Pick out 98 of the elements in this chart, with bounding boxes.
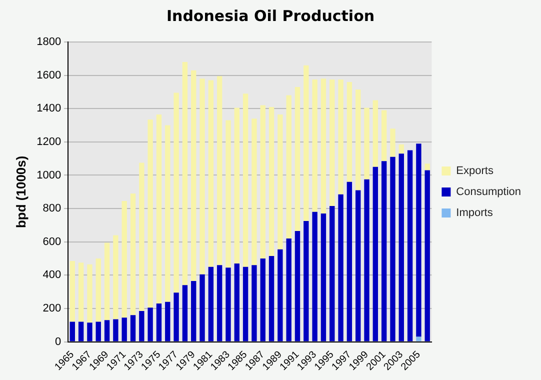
- bar: [390, 128, 396, 157]
- bar: [70, 261, 75, 322]
- bar: [278, 249, 283, 342]
- bar: [424, 170, 430, 342]
- bar: [87, 264, 92, 323]
- bar: [104, 320, 110, 342]
- bar: [356, 89, 361, 190]
- y-tick-label: 1600: [36, 69, 62, 82]
- bar: [156, 114, 162, 304]
- bar: [294, 231, 300, 342]
- bar: [398, 154, 404, 342]
- bar: [78, 322, 84, 342]
- y-tick-label: 200: [42, 302, 62, 315]
- bar: [372, 100, 378, 167]
- bar: [260, 105, 266, 259]
- bar: [174, 92, 179, 293]
- bar: [200, 78, 205, 274]
- bar: [216, 265, 222, 342]
- bar: [113, 319, 118, 342]
- bar: [226, 268, 231, 342]
- bar: [407, 150, 413, 342]
- bar: [234, 264, 240, 342]
- bar: [174, 292, 179, 342]
- y-axis-title: bpd (1000s): [13, 156, 28, 228]
- bar: [139, 162, 144, 311]
- bar: [268, 256, 274, 342]
- bar: [252, 118, 257, 266]
- y-tick-label: 1200: [36, 136, 62, 148]
- bar: [320, 214, 326, 342]
- bar: [338, 79, 344, 194]
- bar: [381, 110, 387, 162]
- bar: [208, 80, 214, 267]
- bar: [78, 262, 84, 322]
- chart-title: Indonesia Oil Production: [166, 6, 375, 25]
- bar: [148, 119, 153, 308]
- bar: [130, 194, 136, 316]
- bar: [70, 322, 75, 342]
- y-tick-label: 0: [54, 336, 62, 348]
- y-tick-label: 1400: [36, 102, 62, 115]
- bar: [242, 266, 248, 342]
- bar: [356, 190, 361, 342]
- bar: [416, 144, 422, 337]
- bar: [208, 266, 214, 342]
- bar: [216, 76, 222, 266]
- bar: [268, 106, 274, 256]
- bar: [165, 302, 170, 342]
- bar: [226, 120, 231, 268]
- bar: [364, 179, 370, 342]
- y-tick-label: 600: [42, 236, 62, 248]
- bar: [304, 221, 309, 342]
- bar: [398, 144, 404, 154]
- legend-label: Exports: [456, 165, 494, 178]
- legend-label: Imports: [456, 207, 494, 220]
- bar: [304, 65, 309, 222]
- bar: [364, 108, 370, 180]
- bar: [87, 322, 92, 342]
- bar: [104, 242, 110, 320]
- bar: [286, 238, 292, 342]
- bar: [346, 182, 352, 342]
- bar: [122, 201, 127, 318]
- bar: [148, 308, 153, 342]
- y-tick-label: 400: [42, 269, 62, 282]
- bar: [165, 125, 170, 302]
- bar: [390, 156, 396, 342]
- bar: [113, 235, 118, 320]
- bar: [260, 258, 266, 342]
- bar: [139, 310, 144, 342]
- y-tick-label: 1800: [36, 36, 62, 48]
- bar: [191, 280, 196, 342]
- bar: [320, 78, 326, 214]
- bar: [182, 62, 188, 286]
- bar: [286, 95, 292, 239]
- bar: [96, 258, 101, 322]
- bar: [182, 285, 188, 342]
- bar: [242, 94, 248, 267]
- bar: [346, 82, 352, 182]
- bar: [96, 322, 101, 342]
- bar: [191, 70, 196, 281]
- bar: [200, 274, 205, 342]
- y-tick-label: 1000: [36, 169, 62, 182]
- bar: [330, 79, 335, 206]
- bar: [424, 164, 430, 170]
- bar: [312, 212, 318, 342]
- bar: [338, 194, 344, 342]
- bar: [278, 114, 283, 250]
- bar: [234, 108, 240, 264]
- bar: [312, 79, 318, 212]
- bar: [381, 161, 387, 342]
- bar: [122, 318, 127, 342]
- bar: [416, 336, 422, 342]
- bar: [294, 86, 300, 232]
- bar: [156, 303, 162, 342]
- bar: [330, 206, 335, 342]
- bar: [252, 265, 257, 342]
- bar: [372, 166, 378, 342]
- legend-label: Consumption: [456, 186, 522, 198]
- y-tick-label: 800: [42, 202, 62, 215]
- bar: [130, 315, 136, 342]
